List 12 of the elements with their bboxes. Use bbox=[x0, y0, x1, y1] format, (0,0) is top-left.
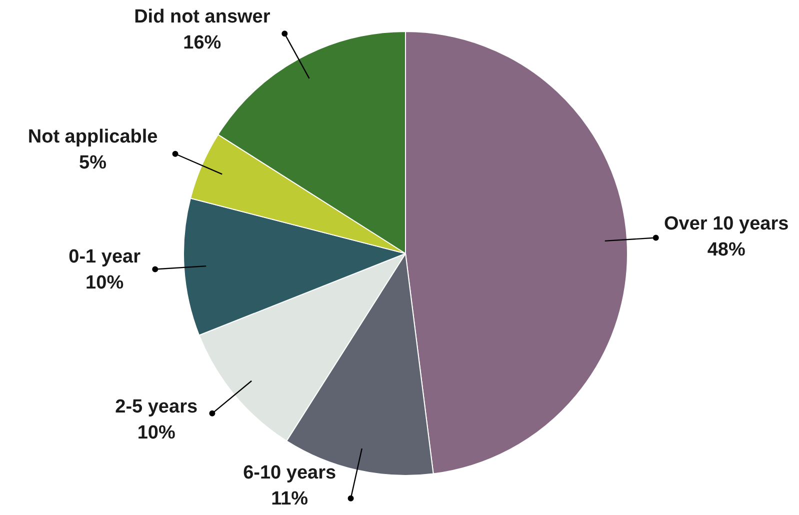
data-label: 48% bbox=[707, 240, 746, 261]
slice-label: 6-10 years bbox=[243, 462, 336, 484]
data-label: 10% bbox=[86, 272, 124, 294]
data-label: 11% bbox=[271, 488, 308, 510]
data-label: 5% bbox=[79, 152, 107, 174]
data-label: 16% bbox=[183, 32, 222, 54]
slice-label: 0-1 year bbox=[68, 246, 142, 268]
slice-label: Over 10 years bbox=[664, 214, 789, 235]
data-label: 10% bbox=[137, 422, 176, 444]
slice-label: 2-5 years bbox=[115, 396, 198, 418]
slice-label: Did not answer bbox=[134, 6, 271, 28]
slice-label: Not applicable bbox=[28, 126, 158, 148]
